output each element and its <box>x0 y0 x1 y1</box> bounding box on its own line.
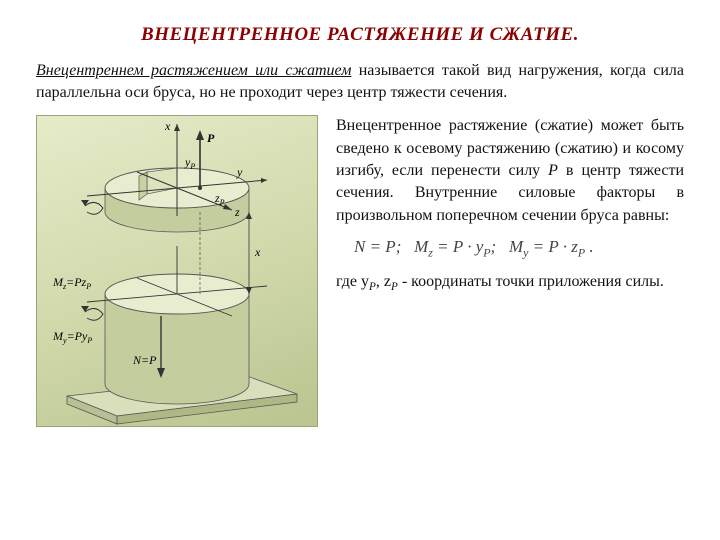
diagram-svg: x P y yP zP z x Mz=PzP My=PyP N=P <box>37 116 317 426</box>
where-line: где yP, zP - координаты точки приложения… <box>336 271 684 296</box>
formula-line: N = P; Mz = P · yP; My = P · zP . <box>336 233 684 270</box>
intro-paragraph: Внецентреннем растяжением или сжатием на… <box>36 60 684 103</box>
label-N: N=P <box>132 353 157 367</box>
label-x-mid: x <box>254 245 261 259</box>
intro-emphasis: Внецентреннем растяжением или сжатием <box>36 62 351 79</box>
svg-text:yP: yP <box>184 155 195 171</box>
svg-text:Mz=PzP: Mz=PzP <box>52 275 91 291</box>
label-x-top: x <box>164 119 171 133</box>
diagram-figure: x P y yP zP z x Mz=PzP My=PyP N=P <box>36 115 318 427</box>
body-P-symbol: P <box>548 162 558 179</box>
svg-text:My=PyP: My=PyP <box>52 329 92 345</box>
page-title: ВНЕЦЕНТРЕННОЕ РАСТЯЖЕНИЕ И СЖАТИЕ. <box>36 24 684 46</box>
label-z: z <box>234 205 240 219</box>
label-y: y <box>236 165 243 179</box>
body-paragraph: Внецентренное растяжение (сжатие) может … <box>336 115 684 227</box>
label-P: P <box>207 131 215 145</box>
